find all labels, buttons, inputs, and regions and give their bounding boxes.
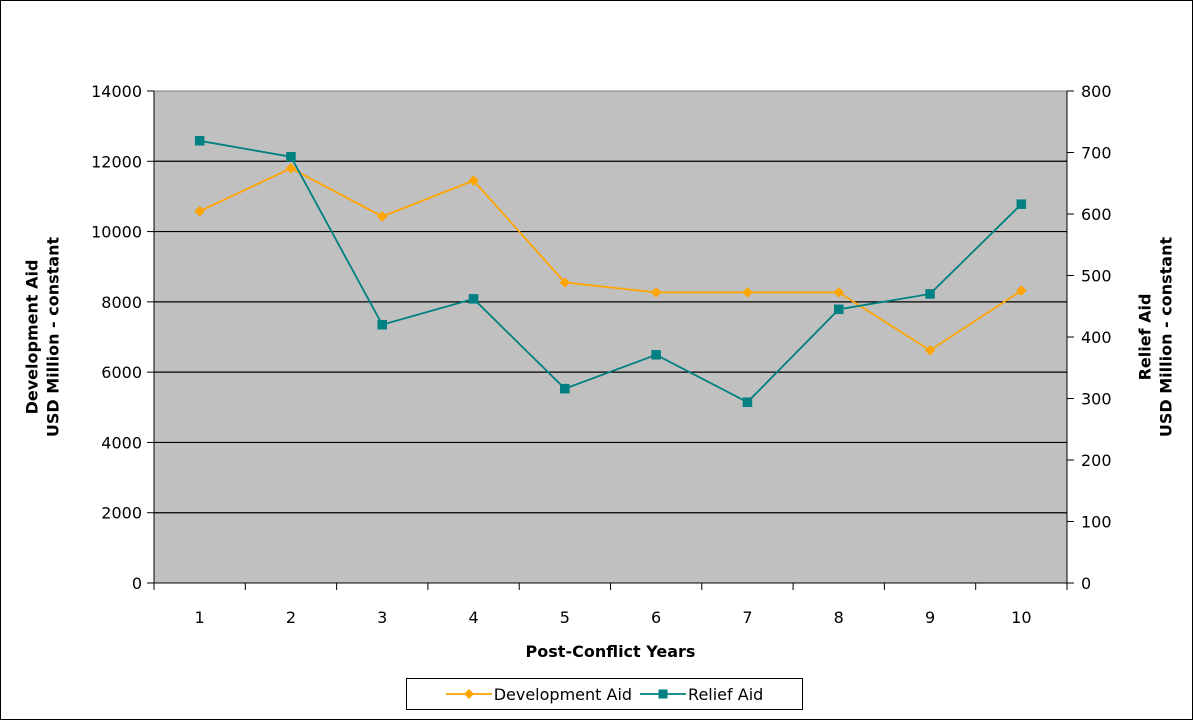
- data-point-relief-aid: [925, 289, 935, 299]
- x-tick-label: 10: [1011, 608, 1031, 627]
- x-tick-label: 4: [468, 608, 478, 627]
- plot-area: [153, 90, 1068, 584]
- y-tick-label-right: 800: [1081, 82, 1112, 101]
- data-point-development-aid: [285, 162, 297, 174]
- x-tick-label: 5: [560, 608, 570, 627]
- y-tick-label-left: 0: [132, 574, 142, 593]
- y-tick-label-right: 400: [1081, 328, 1112, 347]
- legend-label-relief-aid: Relief Aid: [688, 684, 764, 704]
- x-tick-label: 1: [195, 608, 205, 627]
- data-point-development-aid: [833, 287, 845, 298]
- series-line-relief-aid: [199, 139, 1022, 404]
- data-point-development-aid: [468, 175, 479, 186]
- x-tick-label: 7: [742, 608, 752, 627]
- y-tick-label-right: 100: [1081, 513, 1112, 532]
- y-tick-label-right: 300: [1081, 390, 1112, 409]
- x-axis-title: Post-Conflict Years: [526, 642, 696, 661]
- x-tick-label: 3: [377, 608, 387, 627]
- y-axis-title-left: Development Aid USD Million - constant: [23, 237, 63, 438]
- data-point-relief-aid: [377, 319, 387, 330]
- y-tick-label-right: 600: [1081, 205, 1112, 224]
- data-point-relief-aid: [742, 397, 753, 407]
- legend: Development Aid Relief Aid: [406, 678, 803, 710]
- x-tick-label: 9: [925, 608, 935, 627]
- series-line-development-aid: [199, 167, 1022, 352]
- y-axis-title-right-line: USD Million - constant: [1157, 237, 1176, 438]
- y-tick-label-right: 700: [1081, 144, 1112, 163]
- data-point-development-aid: [924, 345, 936, 356]
- data-point-development-aid: [376, 211, 388, 222]
- y-tick-label-right: 200: [1081, 451, 1112, 470]
- y-tick-label-left: 14000: [91, 82, 142, 101]
- y-tick-label-left: 12000: [91, 152, 142, 171]
- data-point-development-aid: [742, 287, 753, 298]
- data-point-development-aid: [559, 277, 571, 288]
- data-point-relief-aid: [468, 294, 479, 304]
- y-axis-title-left-line: USD Million - constant: [44, 237, 63, 438]
- data-point-relief-aid: [286, 152, 296, 162]
- y-tick-label-right: 0: [1081, 574, 1091, 593]
- x-tick-label: 6: [651, 608, 661, 627]
- legend-label-development-aid: Development Aid: [493, 684, 633, 704]
- x-tick-label: 2: [286, 608, 296, 627]
- data-point-relief-aid: [834, 304, 844, 315]
- legend-entry-relief-aid: Relief Aid: [640, 685, 763, 704]
- data-point-relief-aid: [194, 136, 205, 146]
- y-axis-title-right-line: Relief Aid: [1136, 294, 1155, 381]
- data-point-development-aid: [194, 205, 206, 217]
- y-tick-label-left: 2000: [101, 504, 142, 523]
- y-tick-label-left: 10000: [91, 223, 142, 242]
- legend-swatch-development-aid: [445, 687, 492, 701]
- x-tick-label: 8: [834, 608, 844, 627]
- data-point-relief-aid: [560, 383, 570, 394]
- y-axis-title-left-line: Development Aid: [23, 260, 42, 415]
- data-point-development-aid: [650, 287, 662, 298]
- data-point-relief-aid: [1016, 199, 1027, 209]
- legend-swatch-relief-aid: [640, 687, 687, 701]
- y-tick-label-left: 8000: [101, 293, 142, 312]
- y-tick-label-left: 4000: [101, 433, 142, 452]
- y-axis-title-right: Relief Aid USD Million - constant: [1136, 237, 1176, 438]
- data-point-relief-aid: [651, 350, 661, 360]
- y-tick-label-left: 6000: [101, 363, 142, 382]
- legend-entry-development-aid: Development Aid: [445, 684, 633, 704]
- data-point-development-aid: [1015, 285, 1027, 296]
- y-tick-label-right: 500: [1081, 267, 1112, 286]
